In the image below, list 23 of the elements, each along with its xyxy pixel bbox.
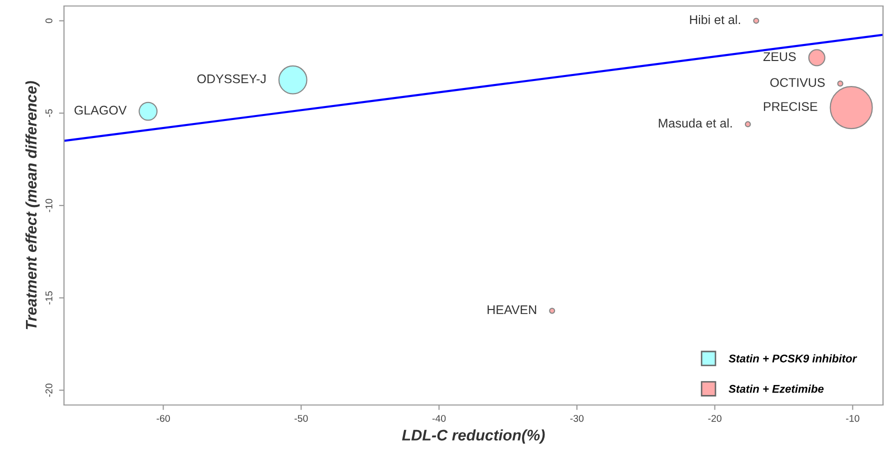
annotation: GLAGOV <box>74 106 127 115</box>
annotation: PRECISE <box>764 102 818 111</box>
legend-label: Statin + Ezetimibe <box>728 384 824 393</box>
x-tick-label: -40 <box>432 414 446 422</box>
annotation: Masuda et al. <box>658 118 732 128</box>
y-tick-label: 0 <box>45 18 52 24</box>
annotation: Hibi et al. <box>690 14 740 24</box>
x-tick-label: -50 <box>294 414 308 422</box>
annotation: ZEUS <box>763 52 796 62</box>
legend-label: Statin + PCSK9 inhibitor <box>728 354 858 362</box>
annotation: ODYSSEY-J <box>197 74 266 84</box>
y-axis-title: Treatment effect (mean difference) <box>25 81 40 330</box>
y-tick-label: -5 <box>46 109 52 118</box>
x-tick-label: -10 <box>846 414 860 422</box>
y-tick-label: -10 <box>45 198 52 212</box>
y-tick-label: -15 <box>46 291 52 304</box>
x-axis-title: LDL-C reduction(%) <box>402 429 545 444</box>
annotation: OCTIVUS <box>770 78 825 87</box>
y-tick-label: -20 <box>45 384 52 397</box>
x-tick-label: -60 <box>156 414 170 422</box>
annotation: HEAVEN <box>488 305 536 314</box>
x-tick-label: -20 <box>708 414 722 422</box>
x-tick-label: -30 <box>570 414 584 422</box>
